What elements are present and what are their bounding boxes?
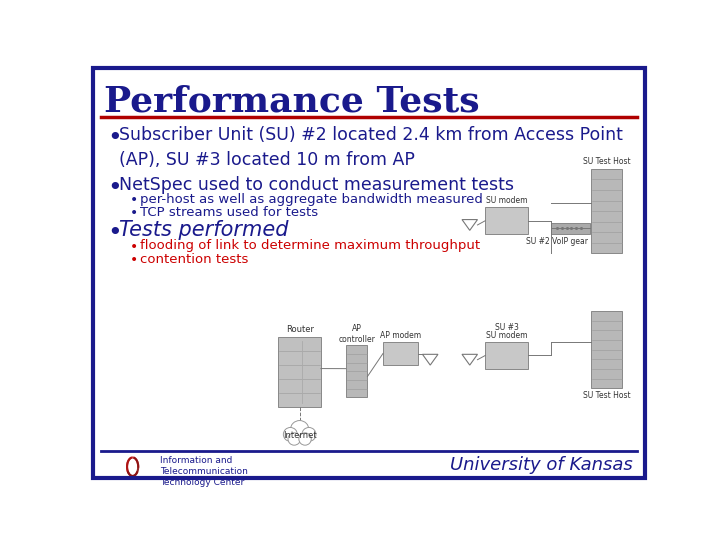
Text: •: • [130,253,138,267]
Text: VoIP gear: VoIP gear [552,237,588,246]
Text: Tests performed: Tests performed [120,220,289,240]
Text: SU #3: SU #3 [495,323,518,332]
Text: SU modem: SU modem [486,196,527,205]
Circle shape [299,433,311,445]
Circle shape [284,428,297,441]
Text: NetSpec used to conduct measurement tests: NetSpec used to conduct measurement test… [120,177,515,194]
Text: SU modem: SU modem [486,330,527,340]
Circle shape [288,433,300,445]
Text: per-host as well as aggregate bandwidth measured: per-host as well as aggregate bandwidth … [140,193,483,206]
Text: •: • [107,126,122,151]
Bar [346,345,367,397]
Text: •: • [107,221,122,245]
Text: SU Test Host: SU Test Host [583,390,631,400]
Text: SU #2: SU #2 [526,237,549,246]
Bar [551,222,590,234]
Text: Information and
Telecommunication
Technology Center: Information and Telecommunication Techno… [160,456,248,487]
Text: contention tests: contention tests [140,253,248,266]
Text: Performance Tests: Performance Tests [104,84,480,118]
Text: •: • [107,177,122,200]
Text: Router: Router [286,325,314,334]
Text: AP
controller: AP controller [338,324,375,343]
Text: SU Test Host: SU Test Host [583,158,631,166]
Bar [485,207,528,234]
Text: Subscriber Unit (SU) #2 located 2.4 km from Access Point
(AP), SU #3 located 10 : Subscriber Unit (SU) #2 located 2.4 km f… [120,126,624,168]
Text: •: • [130,193,138,207]
Text: •: • [130,206,138,220]
Bar [591,311,622,388]
Bar [383,342,418,365]
Text: University of Kansas: University of Kansas [450,456,632,474]
Circle shape [302,428,316,441]
Bar [279,338,321,407]
Text: AP modem: AP modem [380,330,421,340]
Bar [591,168,622,253]
Bar [485,342,528,369]
Text: flooding of link to determine maximum throughput: flooding of link to determine maximum th… [140,239,480,252]
Text: •: • [130,240,138,254]
Circle shape [290,421,309,439]
Text: Internet: Internet [283,431,317,441]
Text: TCP streams used for tests: TCP streams used for tests [140,206,318,219]
